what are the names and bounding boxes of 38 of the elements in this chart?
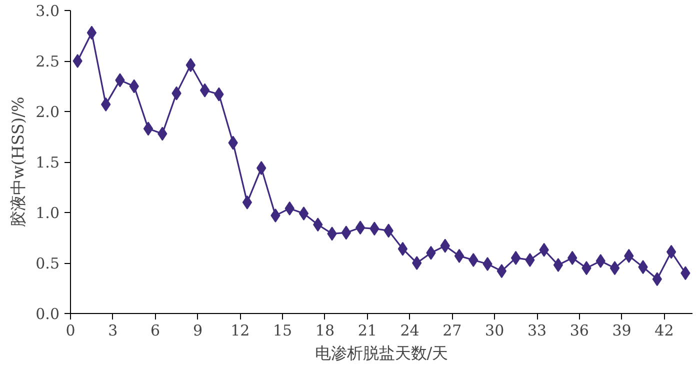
point [553, 258, 564, 272]
x-tick-label: 30 [485, 322, 504, 340]
y-tick-label: 1.5 [36, 154, 60, 172]
point [298, 206, 309, 221]
x-tick-label: 42 [654, 322, 674, 340]
y-tick-label: 2.5 [36, 52, 60, 70]
x-tick-label: 39 [612, 322, 632, 340]
x-tick-label: 12 [230, 322, 250, 340]
y-tick-label: 3.0 [36, 2, 60, 20]
y-tick-label: 0.5 [36, 254, 60, 272]
point [398, 242, 408, 256]
point [510, 250, 521, 265]
point [143, 122, 154, 136]
y-axis-title: 胶液中w(HSS)/% [8, 96, 28, 228]
x-tick-label: 21 [358, 322, 377, 340]
point [454, 248, 464, 263]
x-tick-label: 24 [400, 322, 420, 340]
x-tick-label: 15 [273, 322, 292, 340]
y-tick-label: 1.0 [36, 204, 60, 222]
y-tick-label: 2.0 [36, 103, 60, 121]
x-tick-label: 36 [570, 322, 589, 340]
x-axis-title: 电渗析脱盐天数/天 [314, 344, 448, 362]
point [200, 83, 210, 98]
point [610, 261, 620, 276]
y-tick-label: 0.0 [36, 305, 60, 323]
x-tick-label: 6 [150, 322, 160, 340]
x-tick-label: 9 [192, 322, 202, 340]
x-tick-label: 3 [108, 322, 118, 340]
point [355, 220, 366, 235]
x-tick-label: 18 [315, 322, 335, 340]
point [86, 26, 97, 40]
x-tick-label: 33 [527, 322, 547, 340]
point [412, 256, 422, 270]
x-tick-label: 27 [442, 322, 462, 340]
point [242, 195, 252, 210]
point [72, 54, 82, 68]
point [666, 244, 676, 259]
x-tick-label: 0 [66, 322, 76, 340]
